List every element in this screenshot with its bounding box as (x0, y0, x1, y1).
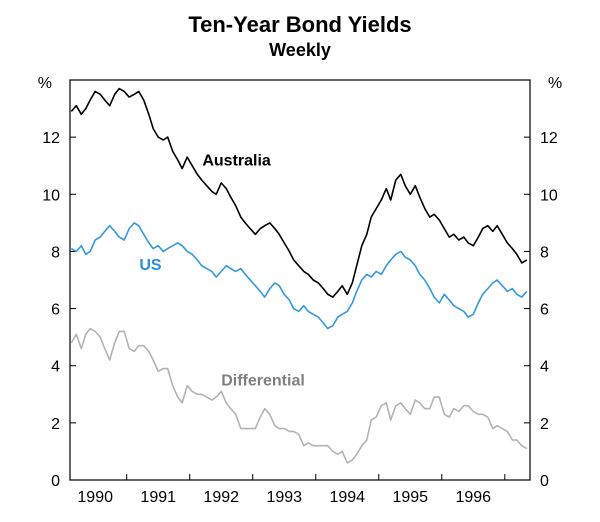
svg-text:8: 8 (51, 244, 60, 261)
svg-text:1993: 1993 (266, 489, 302, 506)
svg-text:2: 2 (540, 416, 549, 433)
svg-text:1992: 1992 (203, 489, 239, 506)
chart-title: Ten-Year Bond Yields (0, 12, 600, 38)
svg-text:12: 12 (42, 130, 60, 147)
chart-container: 0 0 2 2 4 4 6 6 8 8 10 10 12 12%% 1990 1991 1992 1993 1994… (0, 0, 600, 522)
svg-text:0: 0 (51, 473, 60, 490)
svg-text:1990: 1990 (77, 489, 113, 506)
svg-text:Australia: Australia (202, 153, 271, 170)
svg-text:%: % (548, 75, 562, 92)
svg-text:1991: 1991 (140, 489, 176, 506)
svg-text:US: US (139, 257, 162, 274)
svg-text:12: 12 (540, 130, 558, 147)
svg-text:4: 4 (540, 359, 549, 376)
svg-text:6: 6 (540, 302, 549, 319)
chart-svg: 0 0 2 2 4 4 6 6 8 8 10 10 12 12%% 1990 1991 1992 1993 1994… (0, 0, 600, 522)
svg-text:6: 6 (51, 302, 60, 319)
svg-text:Differential: Differential (221, 373, 305, 390)
svg-text:2: 2 (51, 416, 60, 433)
chart-subtitle: Weekly (0, 40, 600, 61)
svg-text:1996: 1996 (455, 489, 491, 506)
svg-text:10: 10 (42, 187, 60, 204)
svg-text:10: 10 (540, 187, 558, 204)
svg-text:0: 0 (540, 473, 549, 490)
svg-text:1995: 1995 (392, 489, 428, 506)
svg-text:4: 4 (51, 359, 60, 376)
svg-text:%: % (38, 75, 52, 92)
svg-text:8: 8 (540, 244, 549, 261)
svg-text:1994: 1994 (329, 489, 365, 506)
